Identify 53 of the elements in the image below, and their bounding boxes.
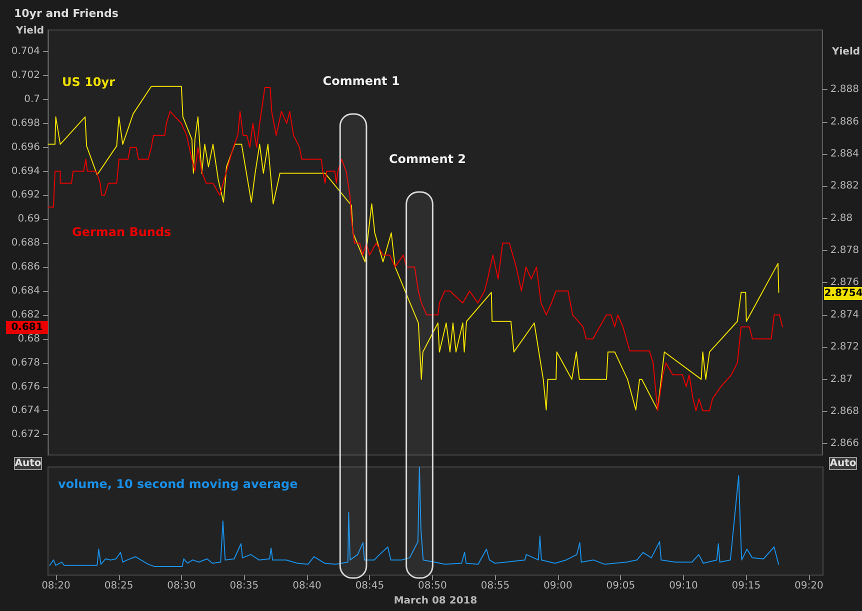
- y2-tick-label: 2.87: [830, 374, 853, 385]
- text: US 10yr: [62, 75, 116, 89]
- y-axis-title: Yield: [15, 26, 44, 36]
- x-tick-label: 08:45: [355, 580, 384, 592]
- y-tick-label: 0.682: [11, 309, 40, 320]
- band-label: Comment 2: [388, 152, 466, 166]
- y-tick-label: 0.686: [11, 262, 40, 273]
- y-tick-label: 0.696: [11, 142, 40, 153]
- x-tick-label: 08:20: [42, 580, 70, 592]
- y2-tick-label: 2.88: [830, 212, 853, 224]
- x-tick-label: 08:30: [167, 580, 196, 592]
- y2-tick-label: 2.884: [830, 148, 860, 160]
- text: 2.8754: [824, 288, 862, 299]
- y2-tick-label: 2.878: [830, 245, 860, 256]
- x-tick-label: 08:25: [104, 580, 134, 592]
- x-tick-label: 09:15: [732, 580, 761, 592]
- y-tick-label: 0.674: [11, 405, 40, 416]
- y-tick-label: 0.692: [11, 190, 40, 201]
- y-tick-label: 0.688: [11, 238, 40, 249]
- text: 0.681: [11, 322, 43, 333]
- x-tick-label: 09:10: [669, 580, 698, 592]
- x-tick-label: 08:35: [230, 580, 259, 592]
- y-tick-label: 0.672: [11, 429, 40, 440]
- x-tick-label: 09:00: [544, 580, 572, 592]
- x-tick-label: 08:50: [418, 580, 447, 592]
- x-tick-label: 08:40: [292, 580, 322, 592]
- y2-tick-label: 2.888: [830, 84, 860, 96]
- y-tick-label: 0.684: [11, 285, 40, 296]
- y2-axis-title: Yield: [831, 46, 860, 58]
- x-tick-label: 08:55: [480, 580, 510, 592]
- y-tick-label: 0.704: [11, 46, 40, 58]
- x-tick-label: 09:05: [606, 580, 636, 592]
- y-tick-label: 0.68: [18, 333, 40, 344]
- y-tick-label: 0.702: [11, 70, 40, 81]
- band-label: Comment 1: [322, 74, 400, 88]
- y2-tick-label: 2.874: [830, 309, 860, 320]
- y2-tick-label: 2.872: [830, 342, 860, 353]
- y-tick-label: 0.698: [11, 118, 40, 129]
- y-tick-label: 0.678: [11, 357, 40, 368]
- y-tick-label: 0.694: [11, 166, 40, 177]
- text: German Bunds: [72, 225, 172, 239]
- y-tick-label: 0.676: [11, 381, 40, 392]
- y2-tick-label: 2.868: [830, 406, 860, 418]
- y-tick-label: 0.69: [18, 214, 40, 225]
- y2-tick-label: 2.882: [830, 180, 860, 192]
- chart-title: 10yr and Friends: [14, 7, 119, 20]
- y2-tick-label: 2.866: [830, 438, 860, 450]
- y-tick-label: 0.7: [24, 94, 40, 105]
- y2-tick-label: 2.876: [830, 277, 860, 288]
- x-axis-title: March 08 2018: [394, 596, 478, 606]
- x-tick-label: 09:20: [794, 580, 824, 592]
- text: volume, 10 second moving average: [58, 477, 298, 491]
- y2-tick-label: 2.886: [830, 116, 860, 128]
